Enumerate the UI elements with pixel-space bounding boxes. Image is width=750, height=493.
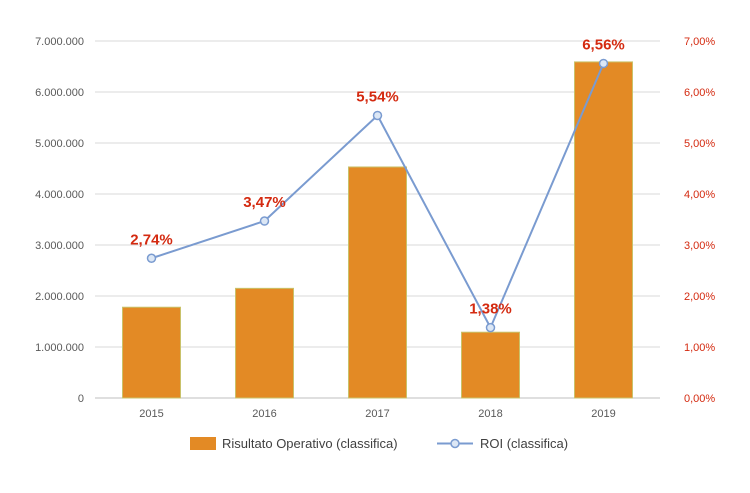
roi-point-2019 <box>598 58 609 69</box>
x-tick-label: 2015 <box>139 408 163 420</box>
roi-point-2018 <box>485 322 496 333</box>
left-tick-label: 4.000.000 <box>35 189 84 201</box>
roi-data-label: 6,56% <box>582 36 625 53</box>
left-tick-label: 0 <box>78 393 84 405</box>
left-tick-label: 3.000.000 <box>35 240 84 252</box>
roi-data-label: 2,74% <box>130 231 173 248</box>
right-tick-label: 3,00% <box>684 240 715 252</box>
bar-2016 <box>235 287 294 399</box>
legend-bar-swatch <box>190 437 216 450</box>
x-tick-label: 2019 <box>591 408 615 420</box>
bar-2015 <box>122 306 181 399</box>
roi-point-2015 <box>146 253 157 264</box>
left-tick-label: 5.000.000 <box>35 138 84 150</box>
bar-2017 <box>348 166 407 399</box>
left-tick-label: 1.000.000 <box>35 342 84 354</box>
right-tick-label: 6,00% <box>684 87 715 99</box>
line-series <box>146 58 609 333</box>
x-axis: 2015 2016 2017 2018 2019 <box>139 408 615 420</box>
x-tick-label: 2017 <box>365 408 389 420</box>
roi-point-2016 <box>259 216 270 226</box>
legend-bar-label: Risultato Operativo (classifica) <box>222 436 398 451</box>
roi-data-label: 3,47% <box>243 194 286 211</box>
bar-2018 <box>461 331 520 399</box>
left-tick-label: 6.000.000 <box>35 87 84 99</box>
bar-series <box>122 61 633 399</box>
roi-data-label: 1,38% <box>469 301 512 318</box>
right-tick-label: 4,00% <box>684 189 715 201</box>
bar-2019 <box>574 61 633 399</box>
legend-line-marker <box>450 438 460 449</box>
roi-point-2017 <box>372 110 383 121</box>
x-tick-label: 2016 <box>252 408 276 420</box>
right-tick-label: 0,00% <box>684 393 715 405</box>
right-tick-label: 5,00% <box>684 138 715 150</box>
legend-line-label: ROI (classifica) <box>480 436 568 451</box>
right-tick-label: 7,00% <box>684 36 715 48</box>
right-tick-label: 1,00% <box>684 342 715 354</box>
left-tick-label: 2.000.000 <box>35 291 84 303</box>
x-tick-label: 2018 <box>478 408 502 420</box>
right-axis: 0,00% 1,00% 2,00% 3,00% 4,00% 5,00% 6,00% 7,00% <box>684 36 715 405</box>
left-axis: 0 1.000.000 2.000.000 3.000.000 4.000.000 5.0… <box>35 36 84 405</box>
left-tick-label: 7.000.000 <box>35 36 84 48</box>
legend: Risultato Operativo (classifica) ROI (cl… <box>190 436 568 451</box>
right-tick-label: 2,00% <box>684 291 715 303</box>
data-labels: 2,74% 3,47% 5,54% 1,38% 6,56% <box>130 36 625 317</box>
roi-data-label: 5,54% <box>356 88 399 105</box>
